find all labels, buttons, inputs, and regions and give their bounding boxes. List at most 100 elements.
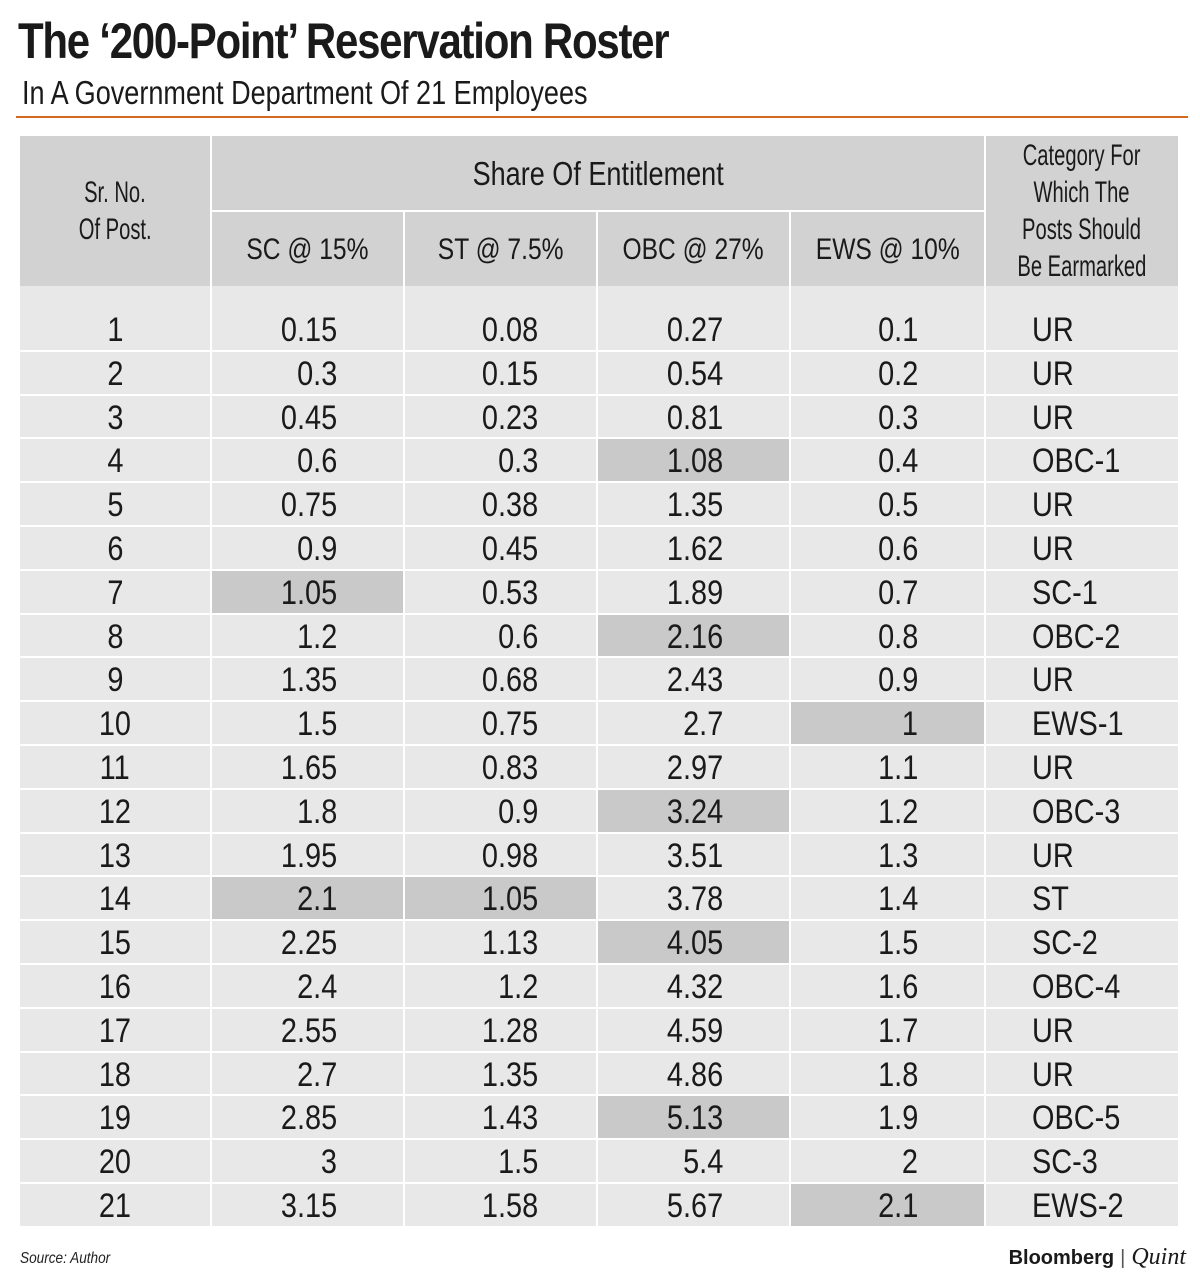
- st-cell: 0.38: [481, 486, 538, 525]
- header-ews: EWS @ 10%: [791, 212, 984, 286]
- st-cell: 0.23: [481, 398, 538, 437]
- sc-cell: 2.7: [296, 1055, 337, 1094]
- roster-table: Sr. No. Of Post. Share Of Entitlement SC …: [20, 136, 1178, 1226]
- st-cell: 1.05: [405, 877, 596, 920]
- grid-hline: [20, 437, 1178, 440]
- sc-cell: 1.8: [296, 792, 337, 831]
- grid-hline: [20, 525, 1178, 527]
- sc-cell: 1.95: [280, 836, 337, 875]
- brand-logo: Bloomberg | Quint: [1009, 1244, 1186, 1271]
- category-cell: EWS-1: [1032, 705, 1124, 744]
- sr-no-cell: 19: [98, 1099, 132, 1138]
- header-category-line-2: Which The: [1033, 176, 1131, 209]
- st-cell: 0.98: [481, 836, 538, 875]
- grid-hline: [20, 700, 1178, 703]
- st-cell: 0.45: [481, 530, 538, 568]
- category-cell: OBC-2: [1032, 617, 1121, 656]
- category-cell: OBC-3: [1032, 792, 1121, 831]
- grid-hline: [20, 1006, 1178, 1009]
- st-cell: 0.9: [497, 792, 538, 831]
- obc-cell: 5.13: [598, 1096, 789, 1139]
- category-cell: UR: [1032, 749, 1074, 787]
- ews-cell: 0.2: [877, 354, 918, 393]
- obc-cell: 1.35: [666, 486, 723, 525]
- sr-no-cell: 18: [98, 1055, 132, 1094]
- table-row: 12 1.8 0.9 3.24 1.2 OBC-3: [20, 789, 1178, 834]
- category-cell: UR: [1032, 486, 1074, 525]
- obc-cell: 3.78: [666, 880, 723, 919]
- header-sc: SC @ 15%: [212, 212, 403, 286]
- sr-no-cell: 3: [106, 398, 124, 437]
- obc-cell: 0.54: [666, 354, 723, 393]
- ews-cell: 0.8: [877, 617, 918, 656]
- sr-no-cell: 9: [106, 661, 124, 700]
- obc-cell: 4.05: [598, 921, 789, 964]
- grid-hline: [20, 919, 1178, 922]
- st-cell: 1.58: [481, 1187, 538, 1225]
- grid-vline: [596, 210, 598, 1226]
- obc-cell: 4.59: [666, 1011, 723, 1050]
- sr-no-cell: 15: [98, 924, 132, 963]
- st-cell: 0.15: [481, 354, 538, 393]
- sr-no-cell: 16: [98, 968, 132, 1006]
- ews-cell: 1.3: [877, 836, 918, 875]
- sr-no-cell: 17: [98, 1011, 132, 1050]
- ews-cell: 1.8: [877, 1055, 918, 1094]
- brand-suffix: Quint: [1131, 1244, 1186, 1270]
- ews-cell: 0.3: [877, 398, 918, 437]
- table-row: 3 0.45 0.23 0.81 0.3 UR: [20, 396, 1178, 440]
- category-cell: UR: [1032, 1011, 1074, 1050]
- obc-cell: 2.43: [666, 661, 723, 700]
- grid-vline: [789, 210, 791, 1226]
- category-cell: SC-2: [1032, 924, 1098, 963]
- header-sr-no: Sr. No. Of Post.: [20, 136, 210, 286]
- category-cell: UR: [1032, 354, 1074, 393]
- sr-no-cell: 5: [106, 486, 124, 525]
- category-cell: OBC-4: [1032, 968, 1121, 1006]
- grid-hline: [20, 612, 1178, 615]
- ews-cell: 1.4: [877, 880, 918, 919]
- sr-no-cell: 6: [106, 530, 124, 568]
- source-note: Source: Author: [20, 1250, 111, 1267]
- sr-no-cell: 10: [98, 705, 132, 744]
- title-rule: [16, 116, 1188, 118]
- category-cell: UR: [1032, 836, 1074, 875]
- sr-no-cell: 8: [106, 617, 124, 656]
- sr-no-cell: 11: [99, 749, 130, 787]
- obc-cell: 1.08: [598, 439, 789, 482]
- obc-cell: 2.97: [666, 749, 723, 787]
- sc-cell: 0.9: [296, 530, 337, 568]
- table-row: 10 1.5 0.75 2.7 1 EWS-1: [20, 702, 1178, 746]
- st-cell: 1.2: [497, 968, 538, 1006]
- grid-hline: [20, 831, 1178, 834]
- obc-cell: 2.7: [682, 705, 723, 744]
- table-row: 16 2.4 1.2 4.32 1.6 OBC-4: [20, 965, 1178, 1009]
- grid-vline: [210, 136, 212, 1226]
- sr-no-cell: 1: [106, 311, 124, 349]
- sc-cell: 0.45: [280, 398, 337, 437]
- st-cell: 0.3: [497, 442, 538, 481]
- sc-cell: 2.85: [280, 1099, 337, 1138]
- sc-cell: 2.25: [280, 924, 337, 963]
- grid-hline: [20, 1138, 1178, 1141]
- ews-cell: 1: [791, 702, 984, 745]
- header-sr-no-line-1: Sr. No.: [84, 176, 146, 209]
- table-row: 4 0.6 0.3 1.08 0.4 OBC-1: [20, 439, 1178, 483]
- ews-cell: 1.1: [877, 749, 918, 787]
- header-share-of-entitlement: Share Of Entitlement: [212, 136, 984, 210]
- header-category-line-3: Posts Should: [1022, 213, 1142, 246]
- table-row: 19 2.85 1.43 5.13 1.9 OBC-5: [20, 1096, 1178, 1140]
- table-row: 13 1.95 0.98 3.51 1.3 UR: [20, 834, 1178, 878]
- grid-hline: [20, 393, 1178, 396]
- sc-cell: 0.6: [296, 442, 337, 481]
- grid-hline: [20, 568, 1178, 571]
- ews-cell: 0.4: [877, 442, 918, 481]
- st-cell: 1.43: [481, 1099, 538, 1138]
- sc-cell: 1.05: [212, 570, 403, 613]
- st-cell: 1.35: [481, 1055, 538, 1094]
- obc-cell: 4.32: [666, 968, 723, 1006]
- header-obc: OBC @ 27%: [598, 212, 789, 286]
- ews-cell: 1.9: [877, 1099, 918, 1138]
- grid-hline: [20, 744, 1178, 746]
- sc-cell: 3: [320, 1143, 337, 1182]
